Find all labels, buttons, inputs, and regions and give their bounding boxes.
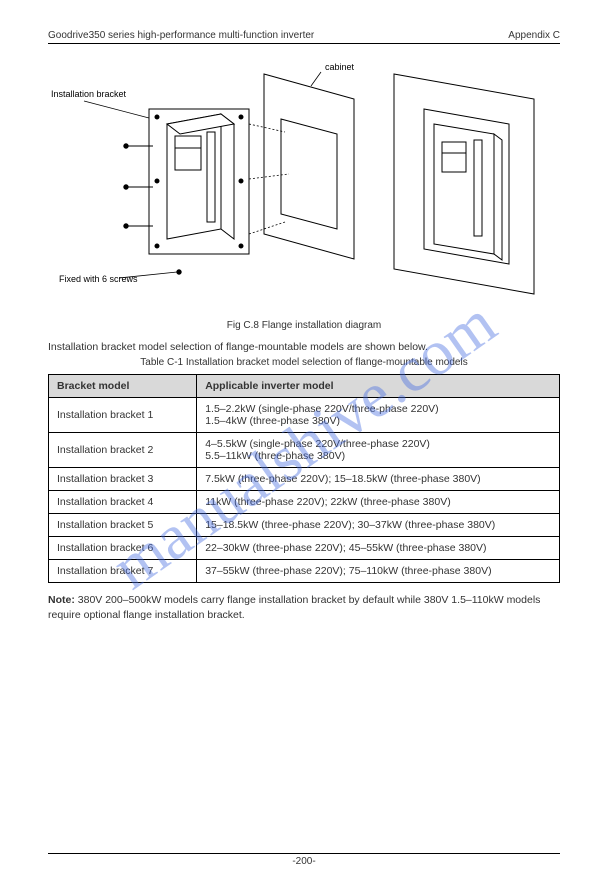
label-screws: Fixed with 6 screws [59,274,138,284]
cell-applicable: 22–30kW (three-phase 220V); 45–55kW (thr… [197,537,560,560]
cell-model: Installation bracket 7 [49,560,197,583]
figure-caption: Fig C.8 Flange installation diagram [48,320,560,331]
label-cabinet: cabinet [325,62,355,72]
cell-model: Installation bracket 4 [49,491,197,514]
table-row: Installation bracket 622–30kW (three-pha… [49,537,560,560]
figure-flange-install: Installation bracket Fixed with 6 screws… [48,54,560,314]
note-body: 380V 200–500kW models carry flange insta… [48,594,540,621]
cell-applicable: 7.5kW (three-phase 220V); 15–18.5kW (thr… [197,468,560,491]
table-caption: Table C-1 Installation bracket model sel… [48,357,560,368]
page-number: -200- [48,853,560,867]
table-row: Installation bracket 515–18.5kW (three-p… [49,514,560,537]
cell-model: Installation bracket 6 [49,537,197,560]
note-label: Note: [48,594,75,606]
cell-model: Installation bracket 1 [49,398,197,433]
table-intro: Installation bracket model selection of … [48,341,560,353]
bracket-table: Bracket model Applicable inverter model … [48,374,560,583]
header-right: Appendix C [508,30,560,41]
label-bracket: Installation bracket [51,89,127,99]
table-row: Installation bracket 411kW (three-phase … [49,491,560,514]
header-left: Goodrive350 series high-performance mult… [48,30,314,41]
cell-model: Installation bracket 2 [49,433,197,468]
note: Note: 380V 200–500kW models carry flange… [48,593,560,622]
cell-applicable: 15–18.5kW (three-phase 220V); 30–37kW (t… [197,514,560,537]
table-row: Installation bracket 37.5kW (three-phase… [49,468,560,491]
col-header-model: Bracket model [49,375,197,398]
cell-applicable: 11kW (three-phase 220V); 22kW (three-pha… [197,491,560,514]
table-row: Installation bracket 737–55kW (three-pha… [49,560,560,583]
cell-applicable: 4–5.5kW (single-phase 220V/three-phase 2… [197,433,560,468]
cell-applicable: 37–55kW (three-phase 220V); 75–110kW (th… [197,560,560,583]
cell-model: Installation bracket 5 [49,514,197,537]
table-row: Installation bracket 11.5–2.2kW (single-… [49,398,560,433]
table-row: Installation bracket 24–5.5kW (single-ph… [49,433,560,468]
cell-applicable: 1.5–2.2kW (single-phase 220V/three-phase… [197,398,560,433]
cell-model: Installation bracket 3 [49,468,197,491]
col-header-applicable: Applicable inverter model [197,375,560,398]
